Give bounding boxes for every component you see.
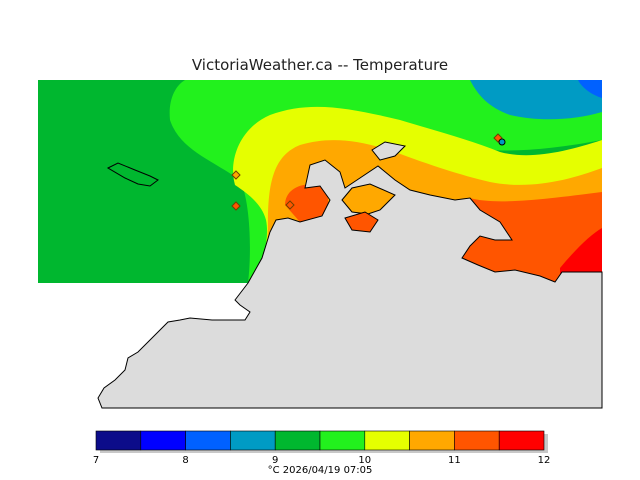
legend-tick-label: 12 xyxy=(537,455,551,466)
legend-band xyxy=(409,430,455,451)
land-peninsula xyxy=(341,183,396,215)
diamond-icon xyxy=(231,201,241,211)
color-legend xyxy=(95,430,548,453)
legend-caption: °C 2026/04/19 07:05 xyxy=(267,465,373,476)
legend-tick-label: 9 xyxy=(272,455,279,466)
land-islet-north xyxy=(371,141,407,161)
legend-tick-label: 8 xyxy=(182,455,189,466)
legend-band xyxy=(498,430,545,451)
band-11-to-11.5 xyxy=(285,184,329,222)
legend-band xyxy=(140,430,186,451)
land-san-juan-island xyxy=(344,211,379,233)
legend-band xyxy=(230,430,276,451)
legend-tick-label: 7 xyxy=(92,455,100,466)
diamond-icon xyxy=(285,200,295,210)
legend-band xyxy=(319,430,366,451)
diamond-icon xyxy=(231,170,241,180)
legend-band xyxy=(274,430,321,451)
legend-band xyxy=(185,430,231,451)
band-8.5-to-9 xyxy=(470,80,602,120)
legend-band xyxy=(95,430,142,451)
station-circle-icon xyxy=(498,138,506,146)
weather-stations xyxy=(231,133,506,211)
legend-band xyxy=(364,430,410,451)
band-11.5-to-12 xyxy=(560,228,602,276)
landmass xyxy=(97,141,603,409)
land-strait-island xyxy=(106,162,159,187)
legend-band xyxy=(454,430,500,451)
legend-tick-label: 10 xyxy=(358,455,372,466)
band-8-to-8.5 xyxy=(578,80,602,98)
legend-tick-label: 11 xyxy=(448,455,461,466)
land-vancouver-island xyxy=(97,159,603,409)
map-title: VictoriaWeather.ca -- Temperature xyxy=(191,56,449,74)
